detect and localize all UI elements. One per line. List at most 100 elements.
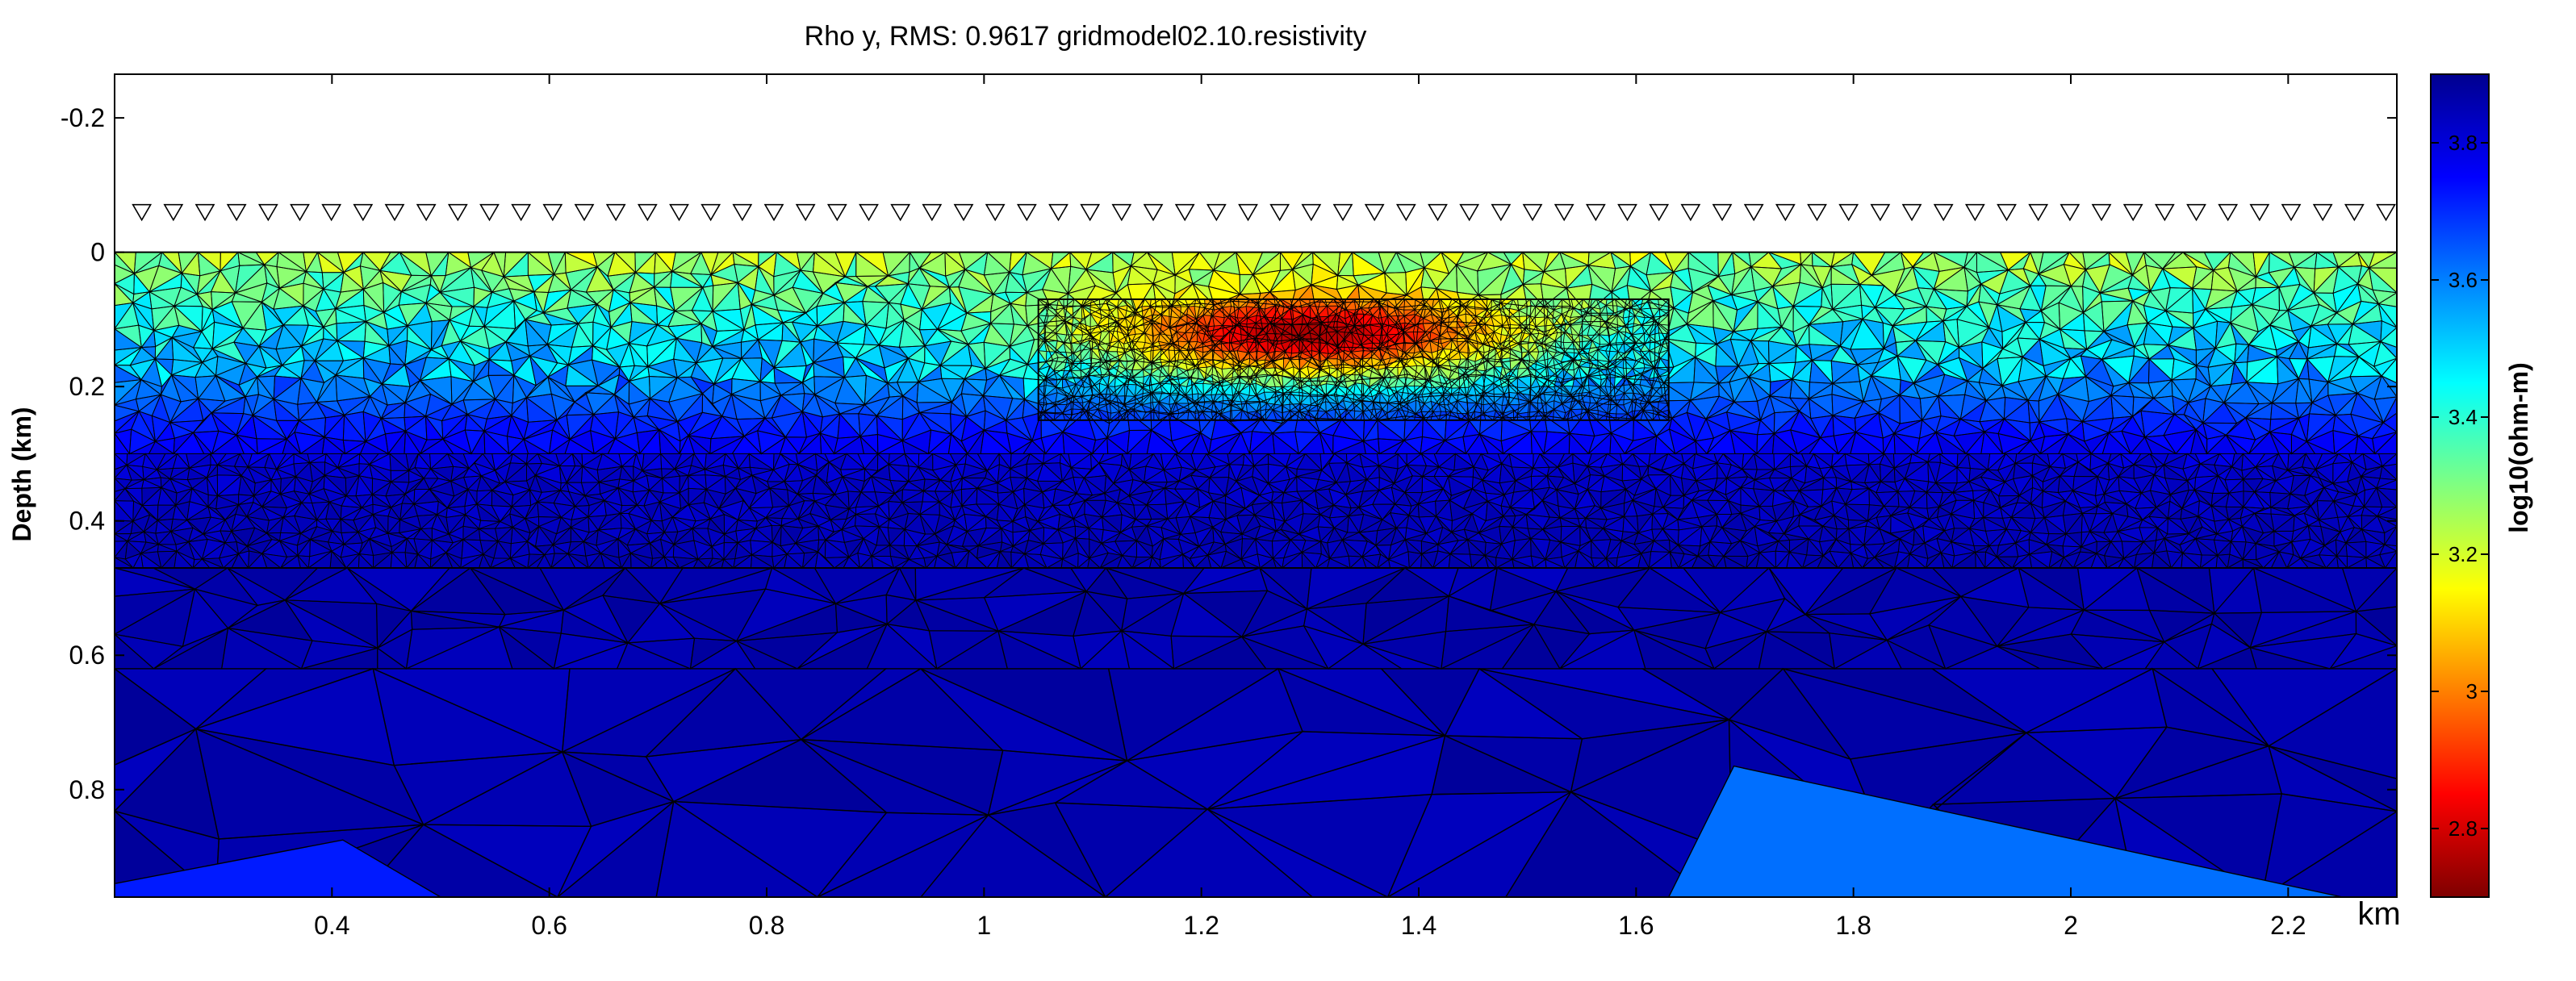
station-marker (1332, 203, 1353, 222)
station-marker (2091, 203, 2112, 222)
station-marker (1301, 203, 1322, 222)
x-tick-label: 1 (976, 911, 991, 940)
station-marker (922, 203, 943, 222)
station-marker (1680, 203, 1701, 222)
y-axis-label: Depth (km) (7, 407, 36, 541)
colorbar-ticks: 2.8 3 3.2 3.4 3.6 3.8 (2431, 131, 2489, 841)
colorbar-tick-label: 3 (2466, 679, 2478, 703)
station-marker (1428, 203, 1448, 222)
colorbar-tick-label: 3.2 (2448, 542, 2478, 566)
station-marker (1997, 203, 2017, 222)
station-marker (132, 203, 153, 222)
colorbar-scale (2430, 73, 2490, 898)
x-tick-label: 0.4 (314, 911, 349, 940)
x-axis: 0.4 0.6 0.8 1 1.2 1.4 1.6 1.8 2 2.2 (314, 74, 2306, 940)
x-tick-label: 1.2 (1183, 911, 1219, 940)
station-marker (605, 203, 626, 222)
y-tick-label: 0.4 (69, 507, 105, 536)
station-marker (574, 203, 595, 222)
x-axis-unit-label: km (2357, 896, 2400, 932)
station-marker (2376, 203, 2396, 222)
y-tick-label: -0.2 (61, 103, 105, 132)
station-marker (2218, 203, 2239, 222)
station-marker (194, 203, 215, 222)
station-marker (1080, 203, 1101, 222)
colorbar-tick-label: 3.6 (2448, 268, 2478, 292)
station-marker (2154, 203, 2175, 222)
station-marker (890, 203, 911, 222)
x-tick-label: 1.4 (1401, 911, 1436, 940)
x-tick-label: 2.2 (2270, 911, 2306, 940)
station-marker (732, 203, 753, 222)
station-marker (795, 203, 816, 222)
station-marker (1743, 203, 1764, 222)
station-marker (321, 203, 342, 222)
station-marker (353, 203, 374, 222)
station-marker (700, 203, 721, 222)
x-tick-label: 2 (2064, 911, 2078, 940)
colorbar: 2.8 3 3.2 3.4 3.6 3.8 log10(ohm-m) (2430, 73, 2533, 898)
y-axis: -0.2 0 0.2 0.4 0.6 0.8 (61, 103, 2397, 804)
station-marker (1459, 203, 1480, 222)
station-marker (1143, 203, 1164, 222)
station-marker (1522, 203, 1543, 222)
station-marker (1838, 203, 1859, 222)
station-marker (1775, 203, 1796, 222)
y-tick-label: 0.2 (69, 372, 105, 401)
station-marker (2186, 203, 2206, 222)
station-marker (479, 203, 500, 222)
plot-area (114, 73, 2398, 898)
station-marker (2281, 203, 2302, 222)
colorbar-tick-label: 2.8 (2448, 816, 2478, 841)
station-marker (1807, 203, 1827, 222)
colorbar-label: log10(ohm-m) (2504, 362, 2533, 533)
x-tick-label: 1.8 (1835, 911, 1871, 940)
station-marker (1933, 203, 1954, 222)
station-marker (1712, 203, 1733, 222)
station-marker (1554, 203, 1574, 222)
x-tick-label: 0.6 (531, 911, 567, 940)
station-marker (826, 203, 847, 222)
mesh-lines (115, 252, 2397, 897)
station-marker (763, 203, 784, 222)
y-tick-label: 0.8 (69, 775, 105, 804)
station-marker (257, 203, 278, 222)
station-marker (1617, 203, 1637, 222)
y-tick-label: 0.6 (69, 641, 105, 670)
station-marker (1206, 203, 1227, 222)
station-marker (1364, 203, 1385, 222)
station-marker (163, 203, 184, 222)
station-marker (1238, 203, 1258, 222)
station-marker (859, 203, 879, 222)
station-marker (384, 203, 405, 222)
x-tick-label: 1.6 (1618, 911, 1654, 940)
y-tick-label: 0 (90, 238, 105, 267)
station-marker (1048, 203, 1068, 222)
station-marker (2312, 203, 2333, 222)
station-marker (2249, 203, 2270, 222)
station-marker (2344, 203, 2365, 222)
station-marker (1269, 203, 1290, 222)
station-marker (290, 203, 310, 222)
station-marker (1901, 203, 1922, 222)
station-marker (1491, 203, 1512, 222)
station-marker (2028, 203, 2049, 222)
station-marker (511, 203, 532, 222)
colorbar-tick-label: 3.4 (2448, 405, 2478, 429)
station-marker (1174, 203, 1195, 222)
station-marker (669, 203, 689, 222)
station-marker (1964, 203, 1985, 222)
station-marker (416, 203, 437, 222)
colorbar-tick-label: 3.8 (2448, 131, 2478, 155)
station-marker (1870, 203, 1891, 222)
station-marker (953, 203, 974, 222)
plot-frame (114, 73, 2398, 898)
station-marker (1585, 203, 1606, 222)
station-marker (985, 203, 1006, 222)
station-marker (226, 203, 247, 222)
station-marker (2122, 203, 2143, 222)
station-markers (132, 203, 2396, 222)
chart-title: Rho y, RMS: 0.9617 gridmodel02.10.resist… (805, 21, 1367, 52)
station-marker (1395, 203, 1416, 222)
